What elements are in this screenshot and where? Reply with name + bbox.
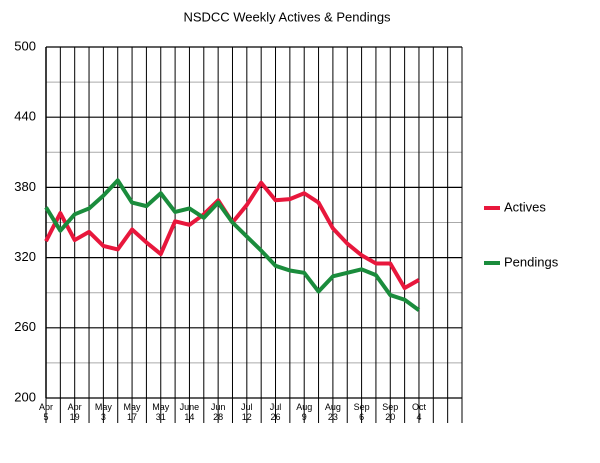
- legend-label: Pendings: [504, 254, 559, 269]
- x-tick-label-box: May 17: [123, 402, 141, 422]
- x-tick-label-box: Aug 23: [324, 402, 341, 422]
- x-tick-label: Jun 28: [210, 402, 226, 422]
- x-tick-label-box: Apr 19: [67, 402, 82, 422]
- x-tick-label-box: Jul 12: [241, 402, 253, 422]
- x-tick-label-box: May 31: [152, 402, 170, 422]
- y-tick-label: 380: [14, 179, 36, 194]
- x-tick-label: May 31: [152, 402, 170, 422]
- y-tick-label: 200: [14, 389, 36, 404]
- x-tick-label-box: Apr 5: [38, 402, 53, 422]
- y-tick-label: 500: [14, 38, 36, 53]
- x-tick-label: Jul 26: [269, 402, 282, 422]
- x-tick-label-box: May 3: [94, 402, 112, 422]
- x-tick-label: Aug 9: [296, 402, 313, 422]
- series-line: [44, 178, 421, 312]
- y-tick-label: 440: [14, 109, 36, 124]
- x-tick-label: May 3: [94, 402, 112, 422]
- x-tick-label-box: Jul 26: [269, 402, 282, 422]
- x-tick-label: June 14: [179, 402, 200, 422]
- x-tick-label-box: Sep 20: [382, 402, 399, 422]
- x-tick-label-box: Jun 28: [210, 402, 226, 422]
- x-tick-label: Sep 6: [353, 402, 370, 422]
- x-tick-label-box: Aug 9: [296, 402, 313, 422]
- x-tick-label: Aug 23: [324, 402, 341, 422]
- x-tick-label: May 17: [123, 402, 141, 422]
- y-tick-label: 320: [14, 249, 36, 264]
- x-tick-label: Jul 12: [241, 402, 253, 422]
- x-tick-label: Sep 20: [382, 402, 399, 422]
- legend-label: Actives: [504, 199, 546, 214]
- x-tick-label: Oct 4: [411, 402, 426, 422]
- y-tick-label: 260: [14, 319, 36, 334]
- chart-title: NSDCC Weekly Actives & Pendings: [183, 9, 391, 24]
- x-tick-label-box: June 14: [179, 402, 200, 422]
- x-tick-label-box: Oct 4: [411, 402, 426, 422]
- x-tick-label: Apr 5: [38, 402, 53, 422]
- x-tick-label: Apr 19: [67, 402, 82, 422]
- x-tick-label-box: Sep 6: [353, 402, 370, 422]
